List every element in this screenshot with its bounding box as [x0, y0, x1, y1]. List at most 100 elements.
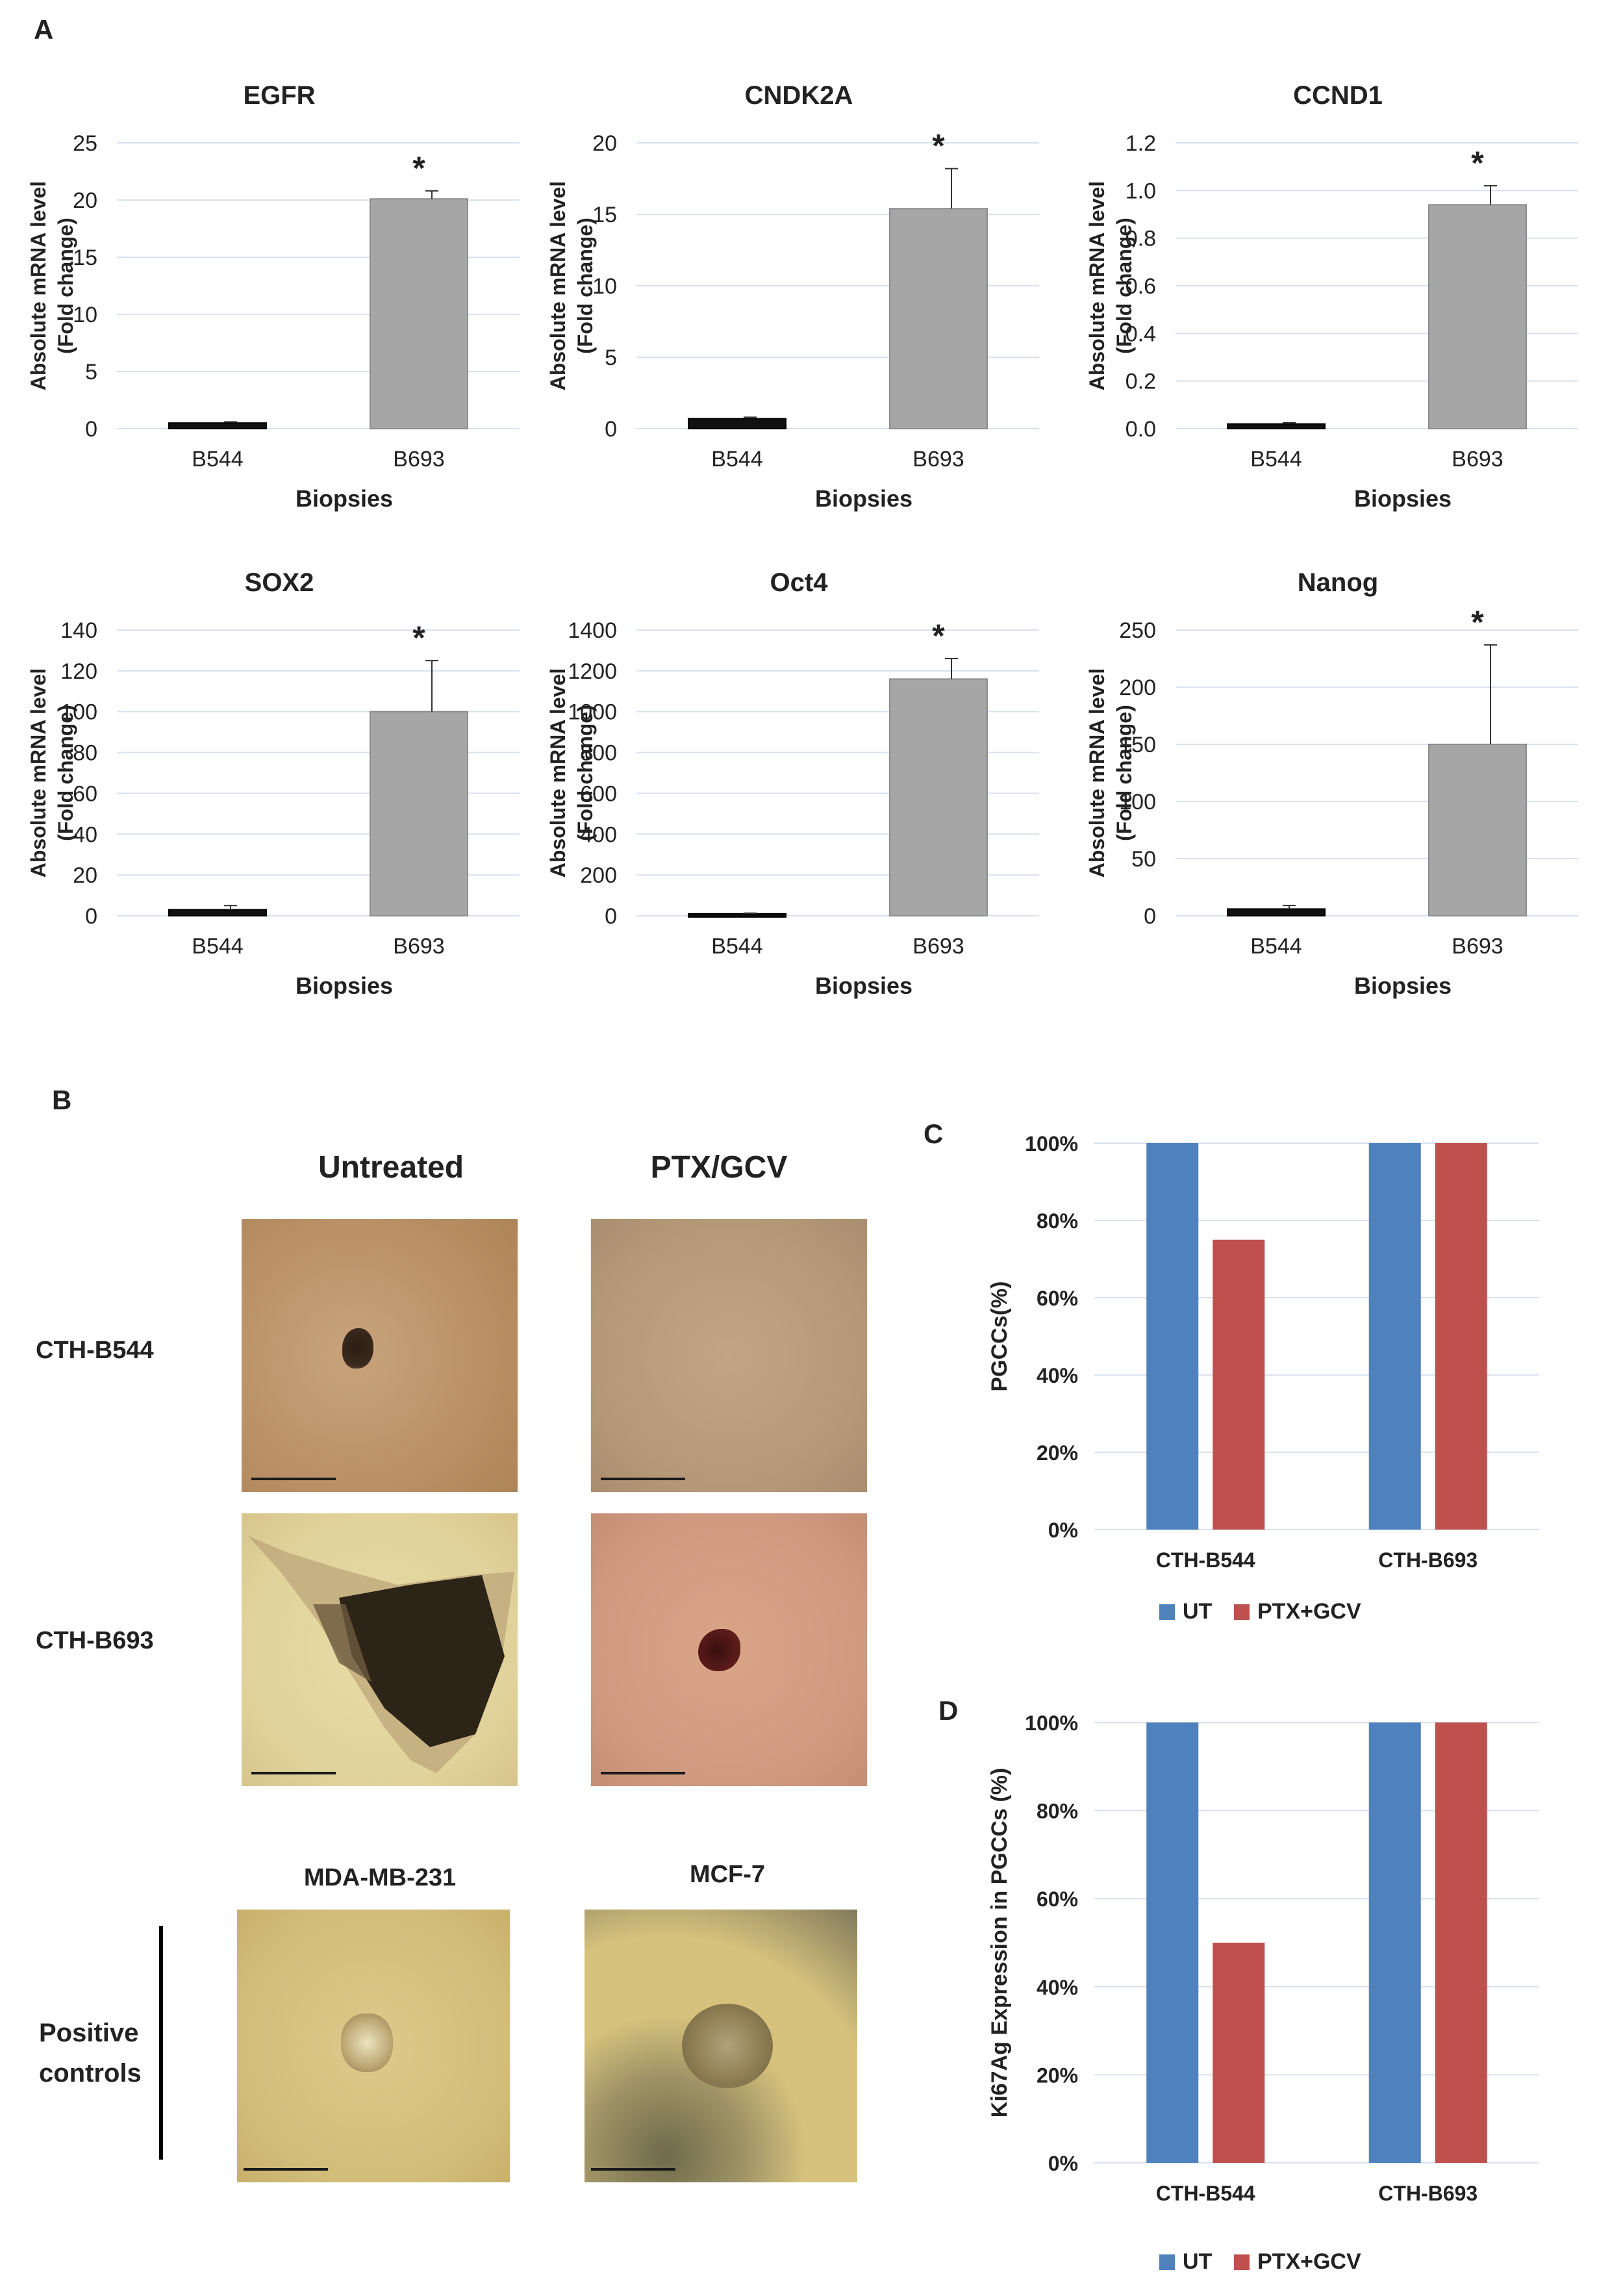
y-tick-label: 80%: [1037, 1800, 1078, 1823]
y-tick-label: 60%: [1037, 1287, 1078, 1310]
y-axis-label-units: (Fold change): [573, 218, 597, 354]
bar-b693: [1428, 204, 1527, 429]
y-tick-label: 150: [1119, 733, 1156, 757]
x-tick-label: B544: [1250, 447, 1302, 472]
y-axis-label: PGCCs(%): [987, 1281, 1012, 1391]
x-tick-label: B544: [711, 934, 762, 959]
legend-label: UT: [1183, 2249, 1213, 2274]
x-tick-label: B693: [1452, 934, 1503, 959]
significance-asterisk: *: [1471, 604, 1484, 640]
y-tick-label: 100%: [1025, 1711, 1078, 1735]
y-tick-label: 120: [60, 659, 97, 684]
control-title-mcf-7: MCF-7: [689, 1861, 766, 1888]
micrograph-b544-untreated: [242, 1219, 518, 1492]
significance-asterisk: *: [412, 150, 425, 186]
bar-b544: [688, 418, 786, 429]
y-tick-label: 0%: [1048, 2152, 1078, 2175]
y-tick-label: 20: [73, 188, 97, 213]
y-tick-label: 10: [592, 274, 617, 299]
x-tick-label: B544: [192, 934, 243, 959]
y-tick-label: 1000: [568, 700, 617, 725]
y-tick-label: 5: [605, 346, 617, 370]
bar-b693: [889, 678, 988, 917]
y-axis-label: Absolute mRNA level: [27, 181, 50, 390]
y-axis-label: Absolute mRNA level: [546, 181, 570, 390]
y-tick-label: 20: [73, 863, 97, 888]
bar-ut-cth-b544: [1146, 1722, 1199, 2163]
y-tick-label: 200: [580, 863, 617, 888]
chart-title: CNDK2A: [745, 81, 853, 110]
significance-asterisk: *: [1471, 145, 1484, 181]
y-axis-label: Absolute mRNA level: [27, 668, 50, 877]
y-tick-label: 100: [60, 700, 97, 725]
x-tick-label: B693: [393, 447, 444, 472]
legend-swatch-ut: [1159, 1604, 1175, 1620]
y-tick-label: 20%: [1037, 1441, 1078, 1465]
bar-b693: [889, 208, 988, 429]
x-axis-label: Biopsies: [815, 485, 912, 512]
panel-label-a: A: [34, 14, 54, 45]
spheroid: [682, 2004, 773, 2088]
y-tick-label: 60: [73, 781, 97, 806]
cndk2a-chart: CNDK2A 0 5 10 15 20 B544 B693 * Biopsies Absolute …: [546, 81, 1039, 512]
legend-label: PTX+GCV: [1257, 2249, 1361, 2274]
y-tick-label: 25: [73, 131, 97, 156]
y-tick-label: 0.6: [1126, 274, 1156, 299]
y-tick-label: 0: [605, 417, 617, 442]
x-tick-label: B693: [1452, 447, 1503, 472]
x-tick-label: B693: [393, 934, 444, 959]
scale-bar: [251, 1772, 336, 1774]
y-tick-label: 0%: [1048, 1519, 1078, 1542]
chart-title: Nanog: [1298, 568, 1378, 597]
y-tick-label: 0: [85, 417, 97, 442]
spheroid: [341, 2013, 393, 2072]
y-axis-label-units: (Fold change): [54, 218, 77, 354]
y-axis-label-units: (Fold change): [54, 705, 77, 841]
y-tick-label: 0.8: [1126, 227, 1156, 251]
bar-b693: [370, 711, 468, 916]
bar-ptx-gcv-cth-b544: [1213, 1239, 1265, 1530]
y-axis-label: Absolute mRNA level: [546, 668, 570, 877]
row-label-cth-b693: CTH-B693: [36, 1627, 154, 1654]
scale-bar: [244, 2168, 328, 2171]
y-axis-label-units: (Fold change): [1113, 705, 1136, 841]
scale-bar: [601, 1772, 685, 1774]
y-axis-label-units: (Fold change): [573, 705, 597, 841]
micrograph-mcf-7: [585, 1910, 857, 2182]
y-tick-label: 40%: [1037, 1976, 1078, 1999]
bar-ptx-gcv-cth-b693: [1435, 1143, 1487, 1530]
y-tick-label: 400: [580, 822, 617, 847]
row-label-cth-b544: CTH-B544: [36, 1337, 154, 1364]
y-tick-label: 5: [85, 360, 97, 385]
micrograph-b544-ptx-gcv: [591, 1219, 867, 1492]
x-axis-label: Biopsies: [815, 972, 912, 999]
column-title-ptx-gcv: PTX/GCV: [650, 1150, 788, 1185]
panel-label-c: C: [924, 1118, 944, 1149]
legend-label: PTX+GCV: [1257, 1599, 1361, 1624]
y-tick-label: 140: [60, 618, 97, 643]
x-axis-label: Biopsies: [296, 485, 393, 512]
scale-bar: [591, 2168, 675, 2171]
positive-controls-label-line2: controls: [39, 2059, 142, 2088]
micrograph-mda-mb-231: [237, 1910, 510, 2182]
spheroid: [698, 1629, 740, 1671]
x-axis-label: Biopsies: [1354, 485, 1452, 512]
y-tick-label: 0.4: [1126, 322, 1156, 346]
y-tick-label: 1.2: [1126, 131, 1156, 156]
y-tick-label: 1400: [568, 618, 617, 643]
ki67-expression-chart: 0% 20% 40% 60% 80% 100% CTH-B544 CTH-B693 Ki67Ag…: [987, 1711, 1539, 2274]
y-tick-label: 100: [1119, 790, 1156, 814]
y-axis-label: Absolute mRNA level: [1085, 181, 1109, 390]
y-tick-label: 20: [592, 131, 617, 156]
bar-ptx-gcv-cth-b544: [1213, 1943, 1265, 2163]
y-tick-label: 600: [580, 781, 617, 806]
y-tick-label: 40: [73, 822, 97, 847]
y-tick-label: 0.2: [1126, 370, 1156, 394]
bar-b544: [688, 913, 786, 918]
y-axis-label-units: (Fold change): [1113, 218, 1136, 354]
x-tick-label: B693: [912, 447, 964, 472]
x-tick-label: CTH-B544: [1156, 2182, 1255, 2205]
chart-title: EGFR: [243, 81, 315, 110]
bar-b544: [1227, 908, 1326, 917]
egfr-chart: EGFR 0 5 10 15 20 25 B544 B693 * Biopsies Absolute …: [27, 81, 520, 512]
